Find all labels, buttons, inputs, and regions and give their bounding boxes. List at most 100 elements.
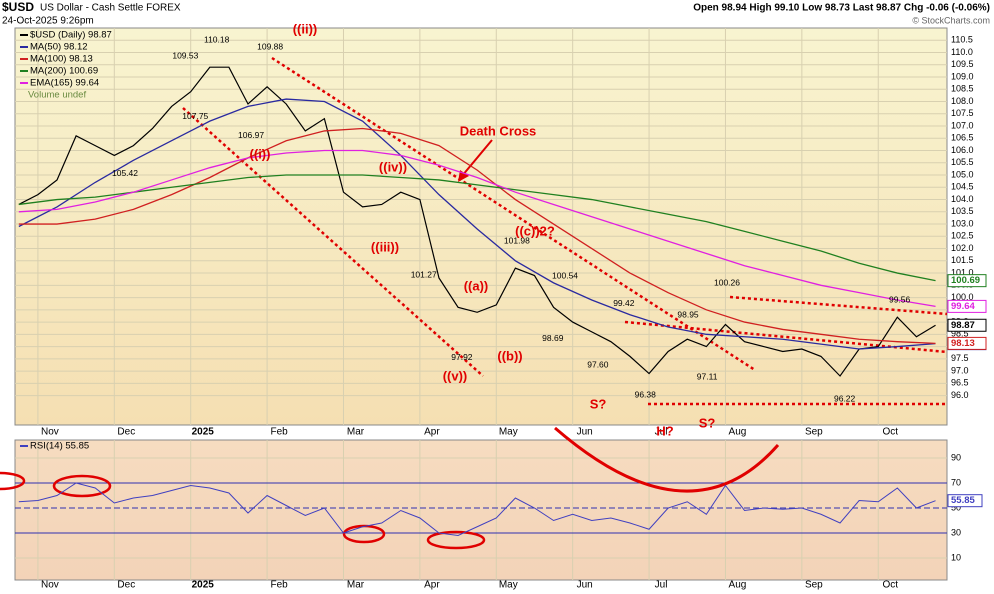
channel-line — [182, 107, 484, 377]
x-tick-label: Oct — [882, 427, 898, 438]
y-tick-label: 50 — [951, 502, 961, 512]
y-tick-label: 106.5 — [951, 133, 974, 143]
rsi-line — [18, 482, 936, 537]
value-box-label: 99.64 — [951, 301, 975, 312]
y-tick-label: 107.5 — [951, 108, 974, 118]
y-tick-label: 96.0 — [951, 390, 969, 400]
rsi-highlight — [52, 474, 112, 498]
y-tick-label: 98.5 — [951, 329, 969, 339]
moving-average — [18, 149, 936, 308]
annotation: ((b)) — [497, 348, 522, 363]
value-box-label: 55.85 — [951, 495, 975, 506]
moving-average — [18, 174, 936, 282]
y-tick-label: 103.5 — [951, 206, 974, 216]
y-tick-label: 10 — [951, 552, 961, 562]
legend-label: MA(50) 98.12 — [30, 42, 88, 53]
y-tick-label: 97.5 — [951, 353, 969, 363]
x-tick-label: Jul — [655, 580, 668, 591]
value-box — [947, 494, 983, 508]
moving-average — [18, 98, 936, 350]
x-tick-label: Feb — [270, 427, 288, 438]
value-box-label: 100.69 — [951, 275, 980, 286]
x-tick-label: Nov — [41, 427, 59, 438]
price-label: 97.60 — [587, 360, 609, 370]
annotation: S? — [699, 415, 716, 430]
x-tick-label: Nov — [41, 580, 59, 591]
y-tick-label: 107.0 — [951, 120, 974, 130]
value-box — [947, 299, 987, 313]
y-tick-label: 96.5 — [951, 378, 969, 388]
price-label: 98.95 — [677, 310, 699, 320]
value-box — [947, 318, 987, 332]
price-label: 96.38 — [635, 390, 657, 400]
y-tick-label: 110.0 — [951, 47, 973, 57]
price-label: 97.11 — [697, 372, 718, 382]
value-box-label: 98.13 — [951, 338, 975, 349]
quote: Open 98.94 High 99.10 Low 98.73 Last 98.… — [693, 3, 990, 14]
y-tick-label: 104.0 — [951, 194, 974, 204]
x-tick-label: Oct — [882, 580, 898, 591]
x-tick-label: Sep — [805, 427, 823, 438]
date: 24-Oct-2025 9:26pm — [2, 16, 94, 27]
x-tick-label: Apr — [424, 427, 440, 438]
price-label: 96.22 — [834, 393, 856, 403]
y-tick-label: 97.0 — [951, 365, 969, 375]
legend-label: $USD (Daily) 98.87 — [30, 30, 112, 41]
legend-label: MA(100) 98.13 — [30, 54, 93, 65]
x-tick-label: Jun — [577, 580, 593, 591]
annotation: ((c))2? — [515, 223, 555, 238]
x-tick-label: Sep — [805, 580, 823, 591]
price-label: 99.56 — [889, 295, 911, 305]
rsi-highlight — [0, 471, 26, 491]
y-tick-label: 100.0 — [951, 292, 974, 302]
x-tick-label: May — [499, 427, 518, 438]
price-line — [18, 66, 936, 377]
x-tick-label: Jun — [577, 427, 593, 438]
legend-label: EMA(165) 99.64 — [30, 78, 99, 89]
annotation: ((i)) — [250, 146, 271, 161]
x-tick-label: Apr — [424, 580, 440, 591]
rsi-highlight — [426, 530, 486, 550]
legend-label: MA(200) 100.69 — [30, 66, 98, 77]
price-label: 100.54 — [552, 271, 578, 281]
arrow — [461, 139, 493, 177]
x-tick-label: May — [499, 580, 518, 591]
arrow-head — [458, 170, 469, 182]
annotation: ((iv)) — [379, 159, 407, 174]
y-tick-label: 70 — [951, 477, 961, 487]
annotation: H? — [656, 423, 673, 438]
x-tick-label: Jul — [655, 427, 668, 438]
x-tick-label: Feb — [270, 580, 288, 591]
y-tick-label: 104.5 — [951, 182, 974, 192]
rsi-label: RSI(14) 55.85 — [30, 441, 89, 452]
price-label: 97.92 — [451, 352, 473, 362]
x-tick-label: Aug — [729, 427, 747, 438]
credit: © StockCharts.com — [912, 15, 990, 25]
price-label: 99.42 — [613, 298, 635, 308]
moving-average — [18, 127, 936, 345]
y-tick-label: 103.0 — [951, 218, 974, 228]
price-label: 100.26 — [714, 277, 740, 287]
y-tick-label: 110.5 — [951, 35, 973, 45]
x-tick-label: Dec — [117, 427, 135, 438]
x-tick-label: Aug — [729, 580, 747, 591]
y-tick-label: 105.5 — [951, 157, 974, 167]
x-tick-label: Dec — [117, 580, 135, 591]
annotation: ((v)) — [443, 368, 468, 383]
value-box — [947, 274, 987, 288]
price-label: 101.27 — [411, 270, 437, 280]
y-tick-label: 101.0 — [951, 267, 974, 277]
value-box — [947, 336, 987, 350]
annotation: S? — [590, 396, 607, 411]
y-tick-label: 109.5 — [951, 59, 974, 69]
legend-label: Volume undef — [28, 90, 86, 101]
value-box-label: 98.87 — [951, 320, 975, 331]
price-label: 101.98 — [504, 235, 530, 245]
x-tick-label: 2025 — [192, 580, 215, 591]
price-label: 109.88 — [257, 42, 283, 52]
price-panel — [14, 27, 948, 426]
y-tick-label: 109.0 — [951, 71, 974, 81]
price-label: 98.69 — [542, 333, 564, 343]
y-tick-label: 108.0 — [951, 96, 974, 106]
